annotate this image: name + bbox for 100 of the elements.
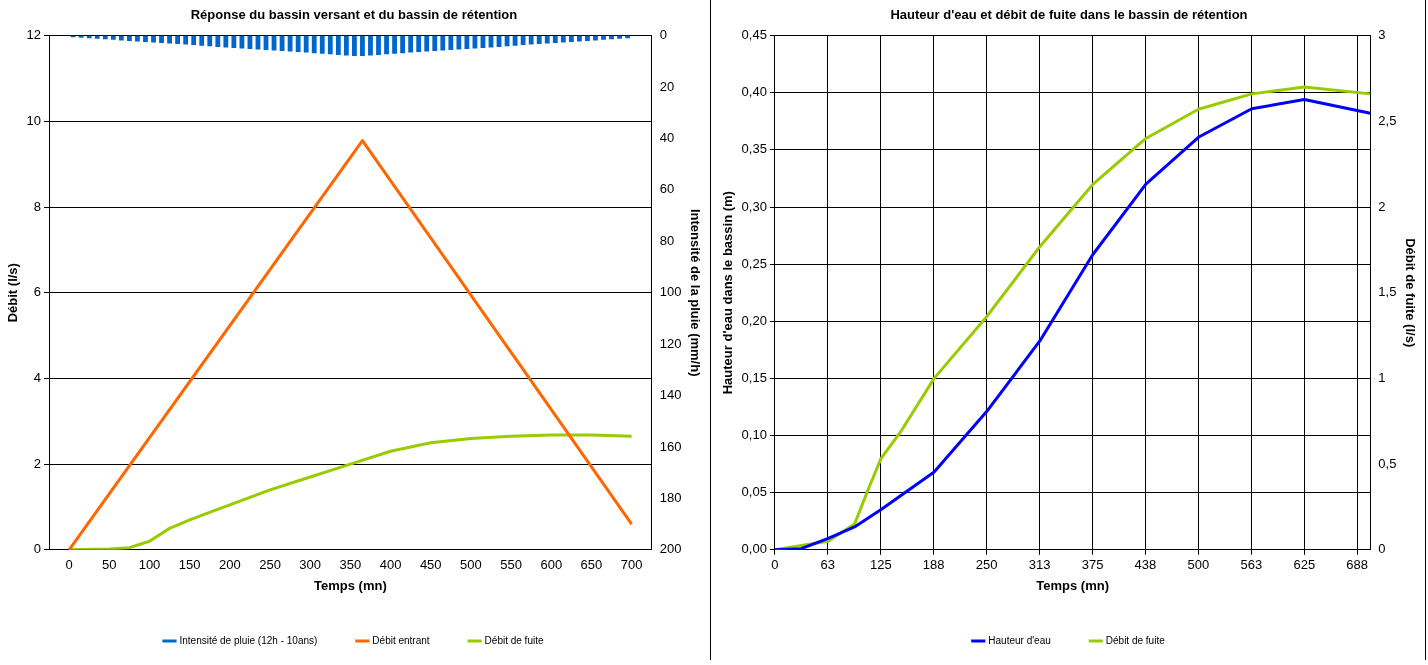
y-axis-title: Débit (l/s) (5, 263, 21, 323)
y2-tick-label: 2 (1378, 198, 1386, 214)
y2-tick-label: 100 (659, 284, 682, 300)
bar (303, 35, 309, 53)
y-tick-label: 0,30 (741, 198, 767, 214)
bar (424, 35, 430, 52)
bar (351, 35, 357, 56)
x-tick-label: 300 (299, 557, 322, 573)
y-tick-label: 0,25 (741, 255, 767, 271)
x-tick-label: 63 (820, 557, 836, 573)
bar (360, 35, 365, 56)
y2-tick-label: 3 (1378, 27, 1386, 43)
bar (576, 35, 582, 42)
y-tick-label: 0,15 (741, 369, 767, 385)
y-tick-label: 0 (33, 541, 42, 557)
y2-tick-label: 140 (659, 387, 682, 403)
bar (159, 35, 164, 44)
y2-tick-label: 1,5 (1378, 284, 1397, 300)
x-tick-label: 375 (1081, 557, 1104, 573)
y-tick-label: 4 (33, 369, 42, 385)
bar (215, 35, 221, 47)
bar (376, 35, 381, 55)
x-tick-label: 625 (1293, 557, 1316, 573)
x-tick-label: 250 (259, 557, 281, 573)
x-tick-label: 0 (771, 557, 779, 573)
y2-tick-label: 160 (659, 438, 682, 454)
y2-axis-title: Débit de fuite (l/s) (1402, 238, 1418, 348)
y2-tick-label: 200 (659, 541, 682, 557)
y-tick-label: 12 (26, 27, 42, 43)
x-axis-title: Temps (mn) (314, 577, 387, 593)
bar (400, 35, 406, 54)
y-tick-label: 0,10 (741, 427, 767, 443)
y-tick-label: 2 (33, 455, 42, 471)
bar (368, 35, 373, 56)
bar (199, 35, 205, 46)
bar (552, 35, 558, 44)
x-tick-label: 500 (1187, 557, 1210, 573)
y-tick-label: 0,45 (741, 27, 767, 43)
bar (440, 35, 446, 51)
x-tick-label: 250 (975, 557, 998, 573)
bar (311, 35, 317, 54)
x-tick-label: 438 (1134, 557, 1157, 573)
y2-tick-label: 1 (1378, 369, 1386, 385)
bar (207, 35, 213, 47)
legend-label: Intensité de pluie (12h - 10ans) (179, 634, 318, 646)
y2-tick-label: 180 (659, 489, 682, 505)
x-tick-label: 188 (922, 557, 945, 573)
bar (135, 35, 140, 42)
x-tick-label: 650 (580, 557, 603, 573)
bar (536, 35, 542, 45)
x-tick-label: 100 (138, 557, 161, 573)
bar (408, 35, 414, 53)
bar (78, 35, 84, 38)
x-tick-label: 563 (1240, 557, 1263, 573)
bar (151, 35, 156, 43)
bar (544, 35, 550, 44)
bar (384, 35, 389, 55)
bar (585, 35, 590, 41)
legend-label: Débit entrant (372, 634, 430, 646)
legend-label: Débit de fuite (1105, 634, 1166, 646)
y2-tick-label: 0,5 (1378, 455, 1397, 471)
chart-title: Réponse du bassin versant et du bassin de rétention (190, 7, 518, 23)
bar (448, 35, 454, 50)
y2-tick-label: 120 (659, 335, 682, 351)
x-tick-label: 350 (339, 557, 362, 573)
bar (110, 35, 116, 40)
bar (560, 35, 566, 43)
bar (175, 35, 181, 45)
y2-tick-label: 80 (659, 232, 675, 248)
x-tick-label: 313 (1028, 557, 1051, 573)
y-axis-title: Hauteur d'eau dans le bassin (m) (720, 191, 736, 395)
bar (319, 35, 325, 54)
x-tick-label: 550 (500, 557, 522, 573)
x-tick-label: 700 (620, 557, 643, 573)
bar (127, 35, 132, 41)
y-tick-label: 0,00 (741, 541, 767, 557)
x-tick-label: 600 (540, 557, 563, 573)
y2-tick-label: 20 (659, 78, 675, 94)
bar (617, 35, 622, 39)
y-tick-label: 8 (33, 198, 42, 214)
legend-label: Hauteur d'eau (988, 634, 1051, 646)
bar (568, 35, 574, 43)
x-tick-label: 50 (102, 557, 117, 573)
bar (223, 35, 229, 48)
y-tick-label: 10 (26, 112, 42, 128)
bar (528, 35, 534, 45)
bar (512, 35, 518, 46)
x-tick-label: 125 (869, 557, 892, 573)
bar (432, 35, 438, 52)
bar (343, 35, 349, 56)
bar (239, 35, 245, 49)
x-tick-label: 0 (65, 557, 73, 573)
y-tick-label: 6 (33, 284, 42, 300)
x-tick-label: 500 (460, 557, 482, 573)
legend-label: Débit de fuite (484, 634, 544, 646)
y2-axis-title: Intensité de la pluie (mm/h) (687, 208, 703, 377)
y2-tick-label: 0 (659, 27, 667, 43)
y2-tick-label: 60 (659, 181, 675, 197)
bar (231, 35, 237, 48)
chart-title: Hauteur d'eau et débit de fuite dans le bassin de rétention (890, 7, 1248, 23)
